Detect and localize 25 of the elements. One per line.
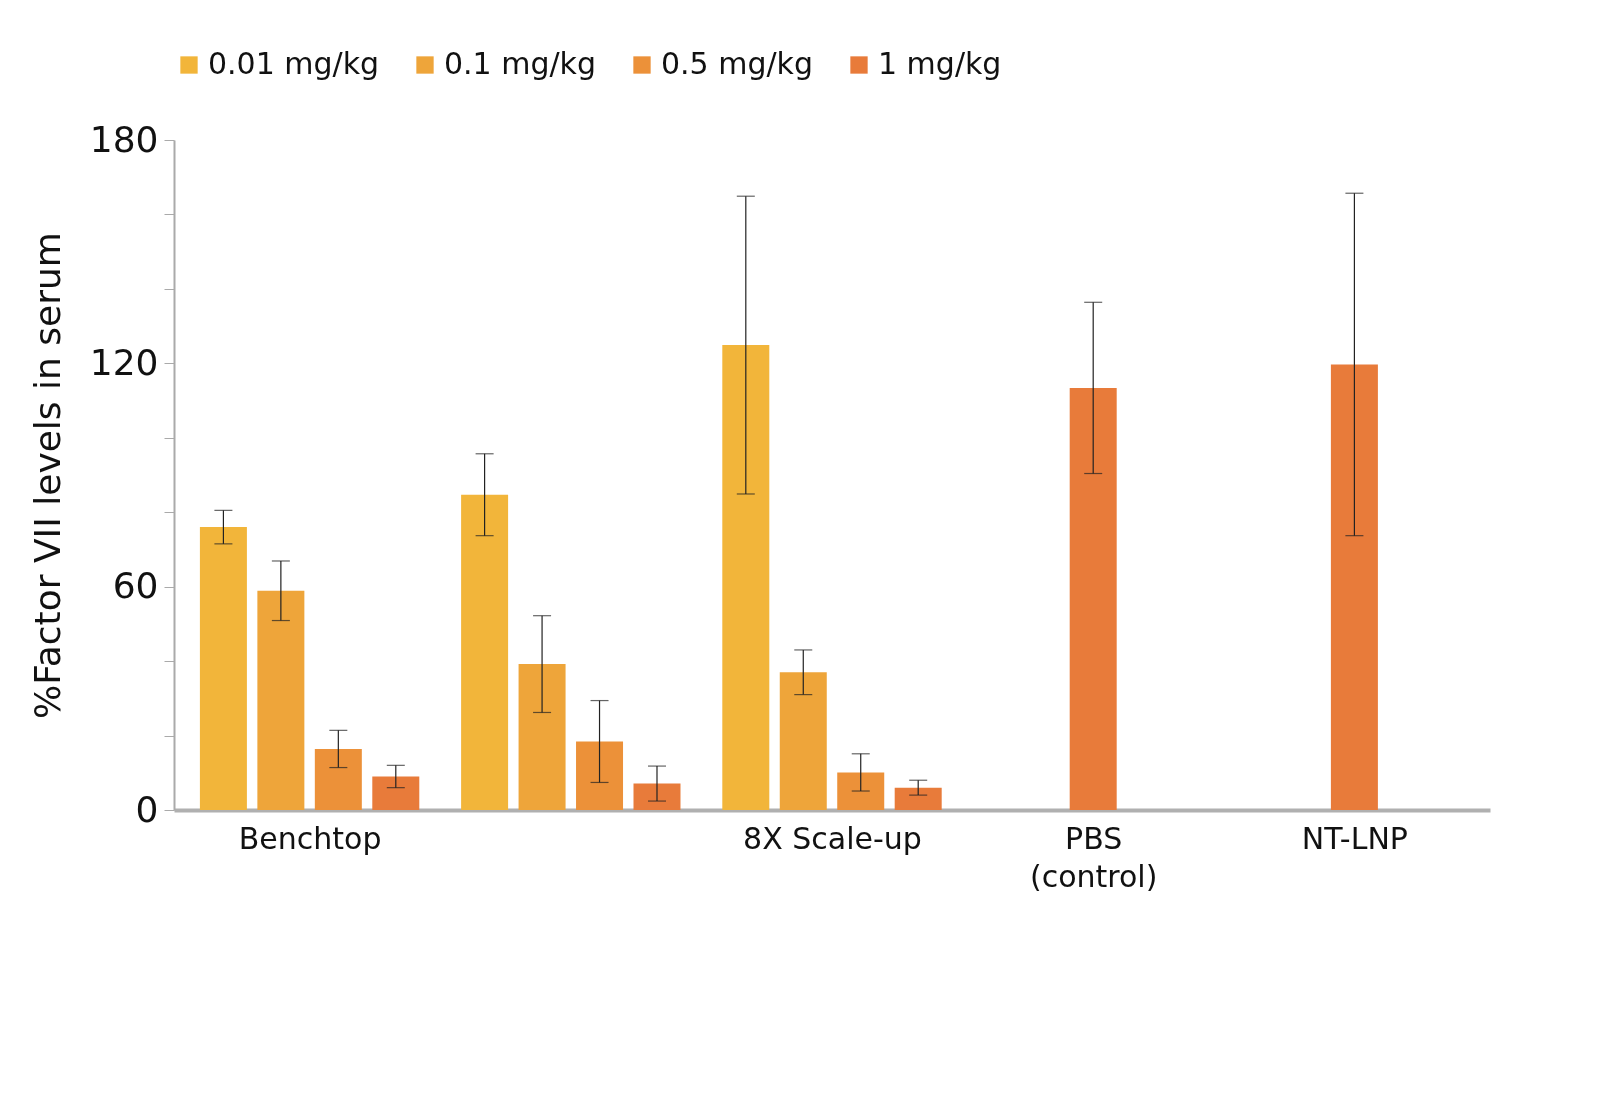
- y-tick-label: 60: [112, 565, 159, 607]
- x-tick-label: PBS (control): [1030, 820, 1158, 894]
- bar: [576, 741, 624, 810]
- legend-label: 0.5 mg/kg: [661, 46, 814, 81]
- bar: [257, 590, 305, 810]
- bar: [314, 748, 362, 810]
- bar: [461, 494, 509, 810]
- bar: [518, 664, 566, 810]
- legend-label: 0.1 mg/kg: [444, 46, 597, 81]
- bar: [837, 772, 885, 810]
- bar: [779, 672, 827, 810]
- y-tick-label: 120: [89, 341, 159, 383]
- bar: [372, 776, 420, 810]
- y-tick-label: 0: [135, 788, 159, 830]
- y-axis-title: %Factor VII levels in serum: [26, 232, 68, 719]
- y-tick-label: 180: [89, 118, 159, 160]
- bar: [894, 787, 942, 810]
- x-tick-label: NT-LNP: [1301, 820, 1408, 856]
- bar: [199, 527, 247, 810]
- x-tick-label: Benchtop: [238, 820, 382, 856]
- legend-label: 0.01 mg/kg: [208, 46, 380, 81]
- legend-label: 1 mg/kg: [878, 46, 1002, 81]
- x-tick-label: 8X Scale-up: [743, 820, 922, 856]
- bar: [722, 345, 770, 810]
- bar: [633, 783, 681, 810]
